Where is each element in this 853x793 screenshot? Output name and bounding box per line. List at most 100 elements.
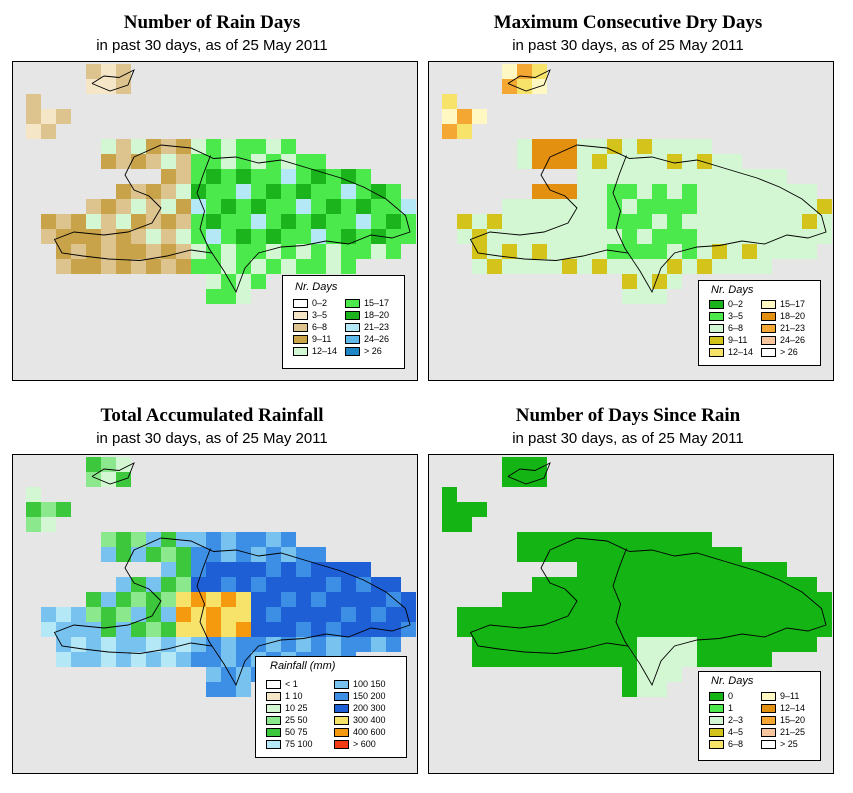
grid-cell [206,214,221,229]
legend-label: 150 200 [353,691,386,701]
grid-cell [577,199,592,214]
grid-cell [682,259,697,274]
grid-cell [712,199,727,214]
grid-cell [757,184,772,199]
grid-cell [532,637,547,652]
grid-cell [326,622,341,637]
grid-cell [101,457,116,472]
legend-entry: 0–2 [709,299,743,309]
grid-cell [532,577,547,592]
grid-cell [206,229,221,244]
grid-cell [236,622,251,637]
legend-entry: 24–26 [345,334,389,344]
legend-entry: 0–2 [293,298,327,308]
grid-cell [71,259,86,274]
grid-cell [577,652,592,667]
grid-cell [667,547,682,562]
grid-cell [326,577,341,592]
grid-cell [547,622,562,637]
legend-entry: 25 50 [266,715,308,725]
grid-cell [712,577,727,592]
grid-cell [682,622,697,637]
grid-cell [371,199,386,214]
legend-swatch [293,298,308,308]
grid-cell [667,652,682,667]
legend-label: 3–5 [312,310,328,320]
grid-cell [386,637,401,652]
grid-cell [622,622,637,637]
legend-entry: 6–8 [709,323,743,333]
coastline [53,144,411,294]
legend-entry: 4–5 [709,727,743,737]
grid-cell [727,652,742,667]
grid-cell [221,214,236,229]
grid-cell [146,139,161,154]
grid-cell [727,607,742,622]
grid-cell [577,577,592,592]
grid-cell [622,259,637,274]
grid-cell [311,244,326,259]
grid-cell [191,154,206,169]
grid-cell [607,184,622,199]
grid-cell [547,532,562,547]
map-rain-days [12,61,418,381]
legend-entry: 50 75 [266,727,308,737]
grid-cell [221,274,236,289]
grid-cell [266,259,281,274]
legend-dry-days: Nr. Days 0–2 3–5 6–8 9–11 12–14 15–17 18–20 21–… [698,280,821,366]
grid-cell [577,592,592,607]
grid-cell [266,214,281,229]
legend-label: > 600 [353,739,376,749]
grid-cell [356,199,371,214]
grid-cell [311,214,326,229]
grid-cell [757,169,772,184]
legend-label: 9–11 [780,691,800,701]
legend-swatch [266,715,281,725]
grid-cell [41,124,56,139]
grid-cell [176,199,191,214]
grid-cell [592,169,607,184]
grid-cell [517,154,532,169]
legend-swatch [761,323,776,333]
grid-cell [386,184,401,199]
grid-cell [682,154,697,169]
grid-cell [442,124,457,139]
grid-cell [116,199,131,214]
country-border-line [612,548,629,647]
grid-cell [487,229,502,244]
grid-cell [667,184,682,199]
grid-cell [487,607,502,622]
grid-cell [161,199,176,214]
legend-title: Nr. Days [711,675,754,687]
grid-cell [667,562,682,577]
grid-cell [206,637,221,652]
legend-entry: 24–26 [761,335,805,345]
grid-cell [221,562,236,577]
legend-total-rainfall: Rainfall (mm) < 1 1 10 10 25 25 50 50 75 75 1… [255,656,407,758]
grid-cell [86,214,101,229]
legend-swatch [334,739,349,749]
grid-cell [442,109,457,124]
grid-cell [131,139,146,154]
coastline [91,69,135,92]
grid-cell [472,502,487,517]
grid-cell [457,517,472,532]
grid-cell [56,214,71,229]
grid-cell [757,199,772,214]
grid-cell [622,214,637,229]
grid-cell [191,199,206,214]
grid-cell [592,577,607,592]
grid-cell [146,184,161,199]
grid-cell [356,562,371,577]
grid-cell [592,184,607,199]
grid-cell [622,274,637,289]
grid-cell [637,637,652,652]
grid-cell [562,244,577,259]
grid-cell [772,199,787,214]
legend-entry: 15–17 [761,299,805,309]
coastline [507,462,551,485]
grid-cell [712,652,727,667]
grid-cell [712,169,727,184]
grid-cell [26,502,41,517]
grid-cell [652,154,667,169]
